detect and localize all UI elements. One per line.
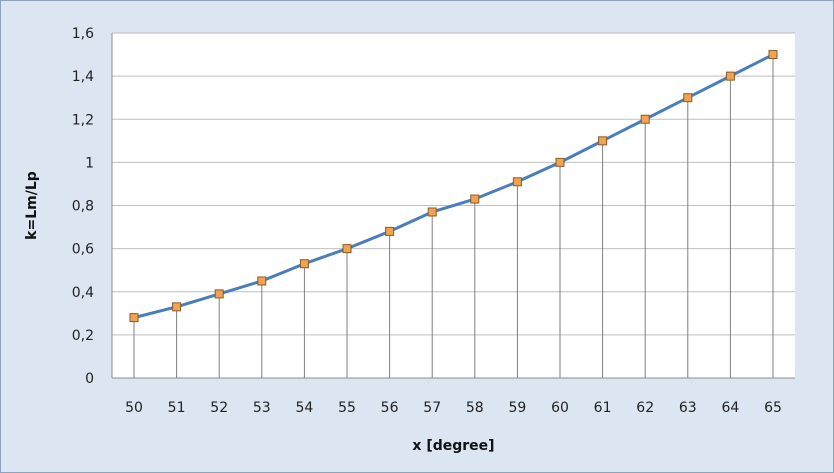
y-tick-labels: 0 0,2 0,4 0,6 0,8 1 1,2 1,4 1,6 [72,26,94,387]
x-tick-label: 59 [508,400,526,416]
data-point-marker [342,244,352,254]
data-point-marker [427,207,437,217]
x-tick-label: 57 [423,400,441,416]
y-tick-label: 1,2 [72,112,94,128]
x-axis-title: x [degree] [412,438,494,454]
series-line [133,53,774,320]
x-tick-label: 64 [721,400,739,416]
y-tick-label: 0,6 [72,242,94,258]
data-point-marker [598,136,608,146]
x-tick-label: 50 [125,400,143,416]
data-point-marker [385,226,395,236]
x-tick-labels: 50 51 52 53 54 55 56 57 58 59 60 61 62 63 64 65 [125,400,782,416]
data-point-marker [683,93,693,103]
x-tick-label: 56 [381,400,399,416]
y-axis-title: k=Lm/Lp [24,171,40,240]
y-tick-label: 1,6 [72,26,94,42]
x-tick-label: 51 [168,400,186,416]
x-tick-label: 62 [636,400,654,416]
x-tick-label: 60 [551,400,569,416]
axes [111,33,795,379]
data-point-marker [555,157,565,167]
series-layer [133,53,774,320]
y-tick-label: 0,4 [72,285,94,301]
y-tick-label: 0 [85,371,94,387]
data-point-marker [172,302,182,312]
data-point-marker [257,276,267,286]
x-tick-label: 53 [253,400,271,416]
data-point-marker [640,114,650,124]
drop-lines [133,54,774,378]
x-tick-label: 63 [679,400,697,416]
x-tick-label: 61 [594,400,612,416]
y-tick-label: 0,8 [72,199,94,215]
data-point-marker [214,289,224,299]
x-tick-label: 65 [764,400,782,416]
data-point-marker [470,194,480,204]
x-tick-label: 58 [466,400,484,416]
data-point-marker [129,313,139,323]
data-point-marker [768,50,778,60]
data-point-marker [725,71,735,81]
y-tick-label: 1 [85,155,94,171]
x-tick-label: 54 [295,400,313,416]
markers [129,50,778,323]
x-tick-label: 52 [210,400,228,416]
data-point-marker [512,177,522,187]
y-tick-label: 0,2 [72,328,94,344]
x-tick-label: 55 [338,400,356,416]
data-point-marker [299,259,309,269]
y-tick-label: 1,4 [72,69,94,85]
